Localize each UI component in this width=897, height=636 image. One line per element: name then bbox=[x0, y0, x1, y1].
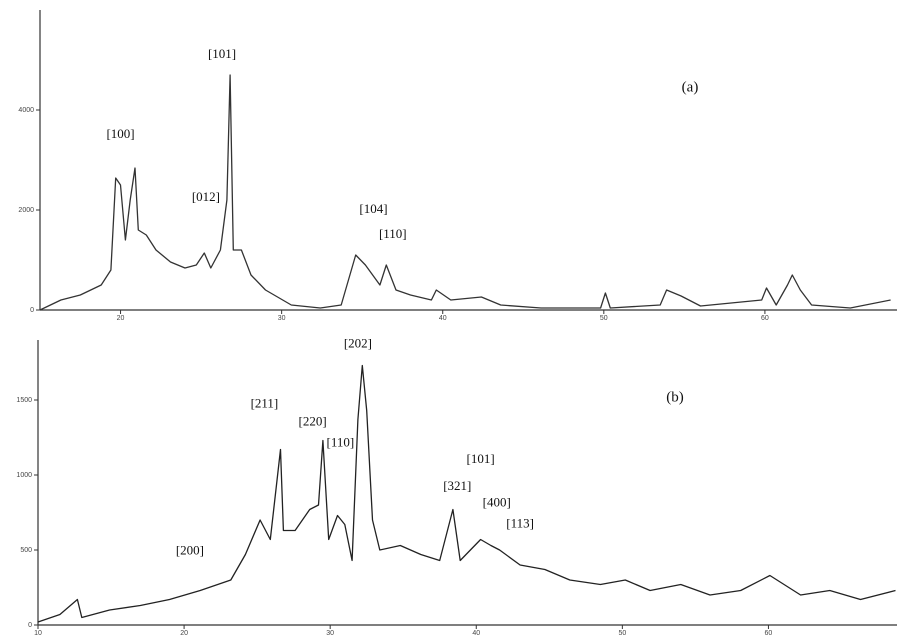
peak-label: [400] bbox=[483, 494, 511, 509]
y-tick-label: 2000 bbox=[18, 207, 34, 214]
y-tick-label: 4000 bbox=[18, 107, 34, 114]
peak-label: [101] bbox=[467, 451, 495, 466]
peak-label: [110] bbox=[327, 434, 355, 449]
peak-label: [110] bbox=[379, 226, 407, 241]
peak-label: [104] bbox=[359, 201, 387, 216]
x-tick-label: 60 bbox=[765, 630, 773, 636]
diffraction-line bbox=[37, 364, 896, 623]
x-tick-label: 30 bbox=[326, 630, 334, 636]
peak-label: [101] bbox=[208, 46, 236, 61]
x-tick-label: 30 bbox=[278, 315, 286, 322]
y-tick-label: 1000 bbox=[16, 472, 32, 479]
peak-label: [113] bbox=[506, 515, 534, 530]
peak-label: [321] bbox=[443, 478, 471, 493]
x-tick-label: 50 bbox=[600, 315, 608, 322]
x-tick-label: 40 bbox=[472, 630, 480, 636]
peak-label: [100] bbox=[106, 126, 134, 141]
x-tick-label: 20 bbox=[117, 315, 125, 322]
x-tick-label: 40 bbox=[439, 315, 447, 322]
x-tick-label: 20 bbox=[180, 630, 188, 636]
x-tick-label: 50 bbox=[618, 630, 626, 636]
y-tick-label: 1500 bbox=[16, 397, 32, 404]
diffraction-line bbox=[39, 74, 891, 311]
peak-label: [200] bbox=[176, 542, 204, 557]
panel-label: (a) bbox=[682, 79, 699, 95]
panel-label: (b) bbox=[666, 389, 684, 405]
peak-label: [211] bbox=[251, 395, 279, 410]
y-tick-label: 0 bbox=[30, 307, 34, 314]
y-tick-label: 0 bbox=[28, 622, 32, 629]
peak-label: [220] bbox=[299, 413, 327, 428]
peak-label: [202] bbox=[344, 335, 372, 350]
peak-label: [012] bbox=[192, 189, 220, 204]
y-tick-label: 500 bbox=[20, 547, 32, 554]
x-tick-label: 60 bbox=[761, 315, 769, 322]
x-tick-label: 10 bbox=[34, 630, 42, 636]
